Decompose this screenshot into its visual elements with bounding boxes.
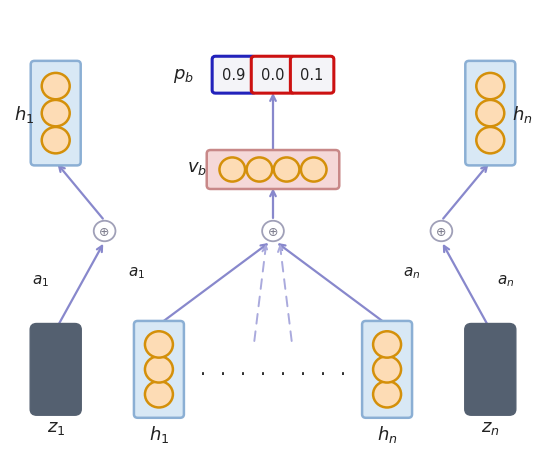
Text: $h_1$: $h_1$: [149, 423, 169, 444]
Circle shape: [145, 332, 173, 358]
Text: $h_1$: $h_1$: [14, 103, 34, 125]
Text: ⊕: ⊕: [436, 225, 447, 238]
FancyBboxPatch shape: [290, 57, 334, 94]
Circle shape: [373, 332, 401, 358]
Circle shape: [262, 221, 284, 242]
FancyBboxPatch shape: [465, 62, 515, 166]
Circle shape: [145, 357, 173, 383]
Circle shape: [94, 221, 115, 242]
FancyBboxPatch shape: [251, 57, 295, 94]
Text: ⊕: ⊕: [99, 225, 110, 238]
FancyBboxPatch shape: [212, 57, 256, 94]
Text: $a_n$: $a_n$: [497, 273, 514, 288]
FancyBboxPatch shape: [30, 324, 81, 415]
Circle shape: [476, 74, 505, 100]
FancyBboxPatch shape: [207, 150, 339, 189]
FancyBboxPatch shape: [31, 62, 81, 166]
Text: $z_n$: $z_n$: [481, 418, 500, 436]
Circle shape: [373, 357, 401, 383]
Circle shape: [247, 158, 272, 182]
FancyBboxPatch shape: [465, 324, 516, 415]
Text: $z_1$: $z_1$: [46, 418, 65, 436]
Text: 0.0: 0.0: [261, 68, 285, 83]
Circle shape: [301, 158, 327, 182]
Text: . . . . . . . .: . . . . . . . .: [198, 361, 348, 379]
Text: $p_b$: $p_b$: [173, 67, 194, 85]
Circle shape: [476, 101, 505, 127]
Circle shape: [373, 381, 401, 407]
Circle shape: [41, 101, 70, 127]
Circle shape: [41, 128, 70, 154]
FancyBboxPatch shape: [134, 321, 184, 418]
Text: $a_1$: $a_1$: [128, 265, 145, 281]
Circle shape: [476, 128, 505, 154]
FancyBboxPatch shape: [362, 321, 412, 418]
Text: $a_n$: $a_n$: [403, 265, 420, 281]
Text: 0.9: 0.9: [222, 68, 246, 83]
Text: $a_1$: $a_1$: [32, 273, 49, 288]
Circle shape: [145, 381, 173, 407]
Text: ⊕: ⊕: [268, 225, 278, 238]
Circle shape: [274, 158, 299, 182]
Text: $v_b$: $v_b$: [187, 159, 207, 176]
Text: $h_n$: $h_n$: [512, 103, 532, 125]
Text: 0.1: 0.1: [300, 68, 324, 83]
Circle shape: [219, 158, 245, 182]
Text: $h_n$: $h_n$: [377, 423, 397, 444]
Circle shape: [431, 221, 452, 242]
Circle shape: [41, 74, 70, 100]
